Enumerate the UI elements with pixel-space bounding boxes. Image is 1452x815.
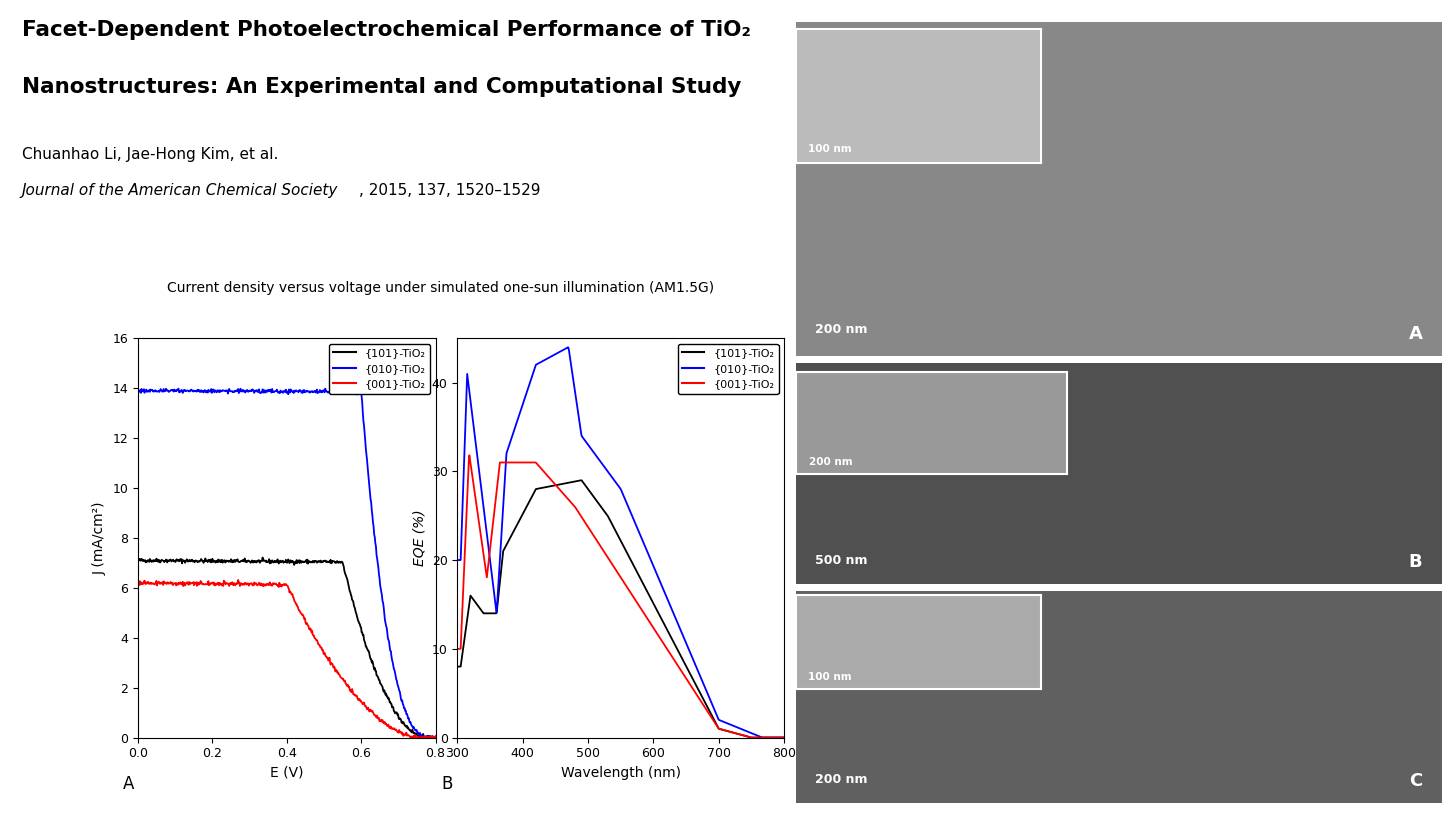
Y-axis label: J (mA/cm²): J (mA/cm²) <box>93 501 107 575</box>
Text: A: A <box>123 776 135 794</box>
Text: 100 nm: 100 nm <box>807 672 851 682</box>
Text: , 2015, 137, 1520–1529: , 2015, 137, 1520–1529 <box>359 183 540 198</box>
Legend: {101}-TiO₂, {010}-TiO₂, {001}-TiO₂: {101}-TiO₂, {010}-TiO₂, {001}-TiO₂ <box>330 344 430 394</box>
X-axis label: Wavelength (nm): Wavelength (nm) <box>560 766 681 780</box>
Text: 100 nm: 100 nm <box>807 143 851 153</box>
Text: 200 nm: 200 nm <box>815 773 868 786</box>
Text: A: A <box>1408 325 1423 343</box>
Legend: {101}-TiO₂, {010}-TiO₂, {001}-TiO₂: {101}-TiO₂, {010}-TiO₂, {001}-TiO₂ <box>678 344 778 394</box>
X-axis label: E (V): E (V) <box>270 766 303 780</box>
Text: 200 nm: 200 nm <box>815 323 868 336</box>
Text: C: C <box>1410 772 1423 790</box>
Text: 200 nm: 200 nm <box>809 457 852 467</box>
Text: Current density versus voltage under simulated one-sun illumination (AM1.5G): Current density versus voltage under sim… <box>167 281 714 295</box>
Text: B: B <box>441 776 453 794</box>
Text: Facet-Dependent Photoelectrochemical Performance of TiO₂: Facet-Dependent Photoelectrochemical Per… <box>22 20 751 41</box>
Text: 500 nm: 500 nm <box>815 553 868 566</box>
Text: Nanostructures: An Experimental and Computational Study: Nanostructures: An Experimental and Comp… <box>22 77 741 98</box>
Text: Journal of the American Chemical Society: Journal of the American Chemical Society <box>22 183 338 198</box>
Text: Chuanhao Li, Jae-Hong Kim, et al.: Chuanhao Li, Jae-Hong Kim, et al. <box>22 147 279 161</box>
Text: B: B <box>1408 553 1423 571</box>
Y-axis label: EQE (%): EQE (%) <box>412 509 427 566</box>
